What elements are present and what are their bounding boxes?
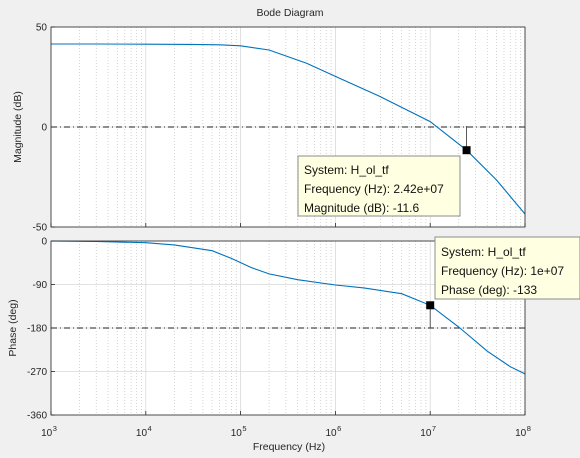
phase-datatip-marker[interactable] — [426, 301, 435, 310]
phase-ytick-label: -270 — [27, 367, 47, 378]
magnitude-datatip-marker[interactable] — [462, 146, 471, 155]
magnitude-ytick-label: 50 — [36, 23, 48, 34]
xtick-label: 106 — [326, 424, 342, 439]
magnitude-ytick-label: 0 — [41, 123, 47, 134]
x-axis-label: Frequency (Hz) — [253, 441, 325, 453]
phase-series-line[interactable] — [50, 240, 526, 375]
xtick-label: 105 — [231, 424, 247, 439]
phase-datatip-line: System: H_ol_tf — [441, 245, 526, 259]
chart-title: Bode Diagram — [256, 7, 323, 19]
magnitude-datatip-line: System: H_ol_tf — [304, 163, 389, 177]
phase-ytick-label: -180 — [27, 324, 47, 335]
magnitude-axes[interactable]: 50 0 -50 Magnitude (dB) System: H_ol_tf Frequ… — [12, 23, 526, 234]
phase-datatip-box[interactable] — [434, 236, 580, 300]
xtick-label: 104 — [136, 424, 152, 439]
phase-datatip-line: Frequency (Hz): 1e+07 — [441, 264, 564, 278]
magnitude-datatip-line: Frequency (Hz): 2.42e+07 — [304, 182, 444, 196]
phase-ytick-label: -90 — [33, 280, 48, 291]
phase-axes[interactable]: 0 -90 -180 -270 -360 Phase (deg) System: H_ol_… — [7, 236, 580, 440]
xtick-label: 108 — [515, 424, 531, 439]
phase-datatip-line: Phase (deg): -133 — [441, 283, 537, 297]
magnitude-ytick-label: -50 — [33, 223, 48, 234]
xtick-label: 103 — [41, 424, 57, 439]
phase-ytick-label: 0 — [41, 237, 47, 248]
phase-ytick-label: -360 — [27, 411, 47, 422]
magnitude-ylabel: Magnitude (dB) — [12, 91, 24, 163]
xtick-label: 107 — [420, 424, 436, 439]
magnitude-datatip-box[interactable] — [297, 155, 461, 217]
magnitude-series-line[interactable] — [51, 43, 526, 215]
phase-ylabel: Phase (deg) — [7, 299, 19, 356]
magnitude-datatip-line: Magnitude (dB): -11.6 — [304, 201, 419, 215]
